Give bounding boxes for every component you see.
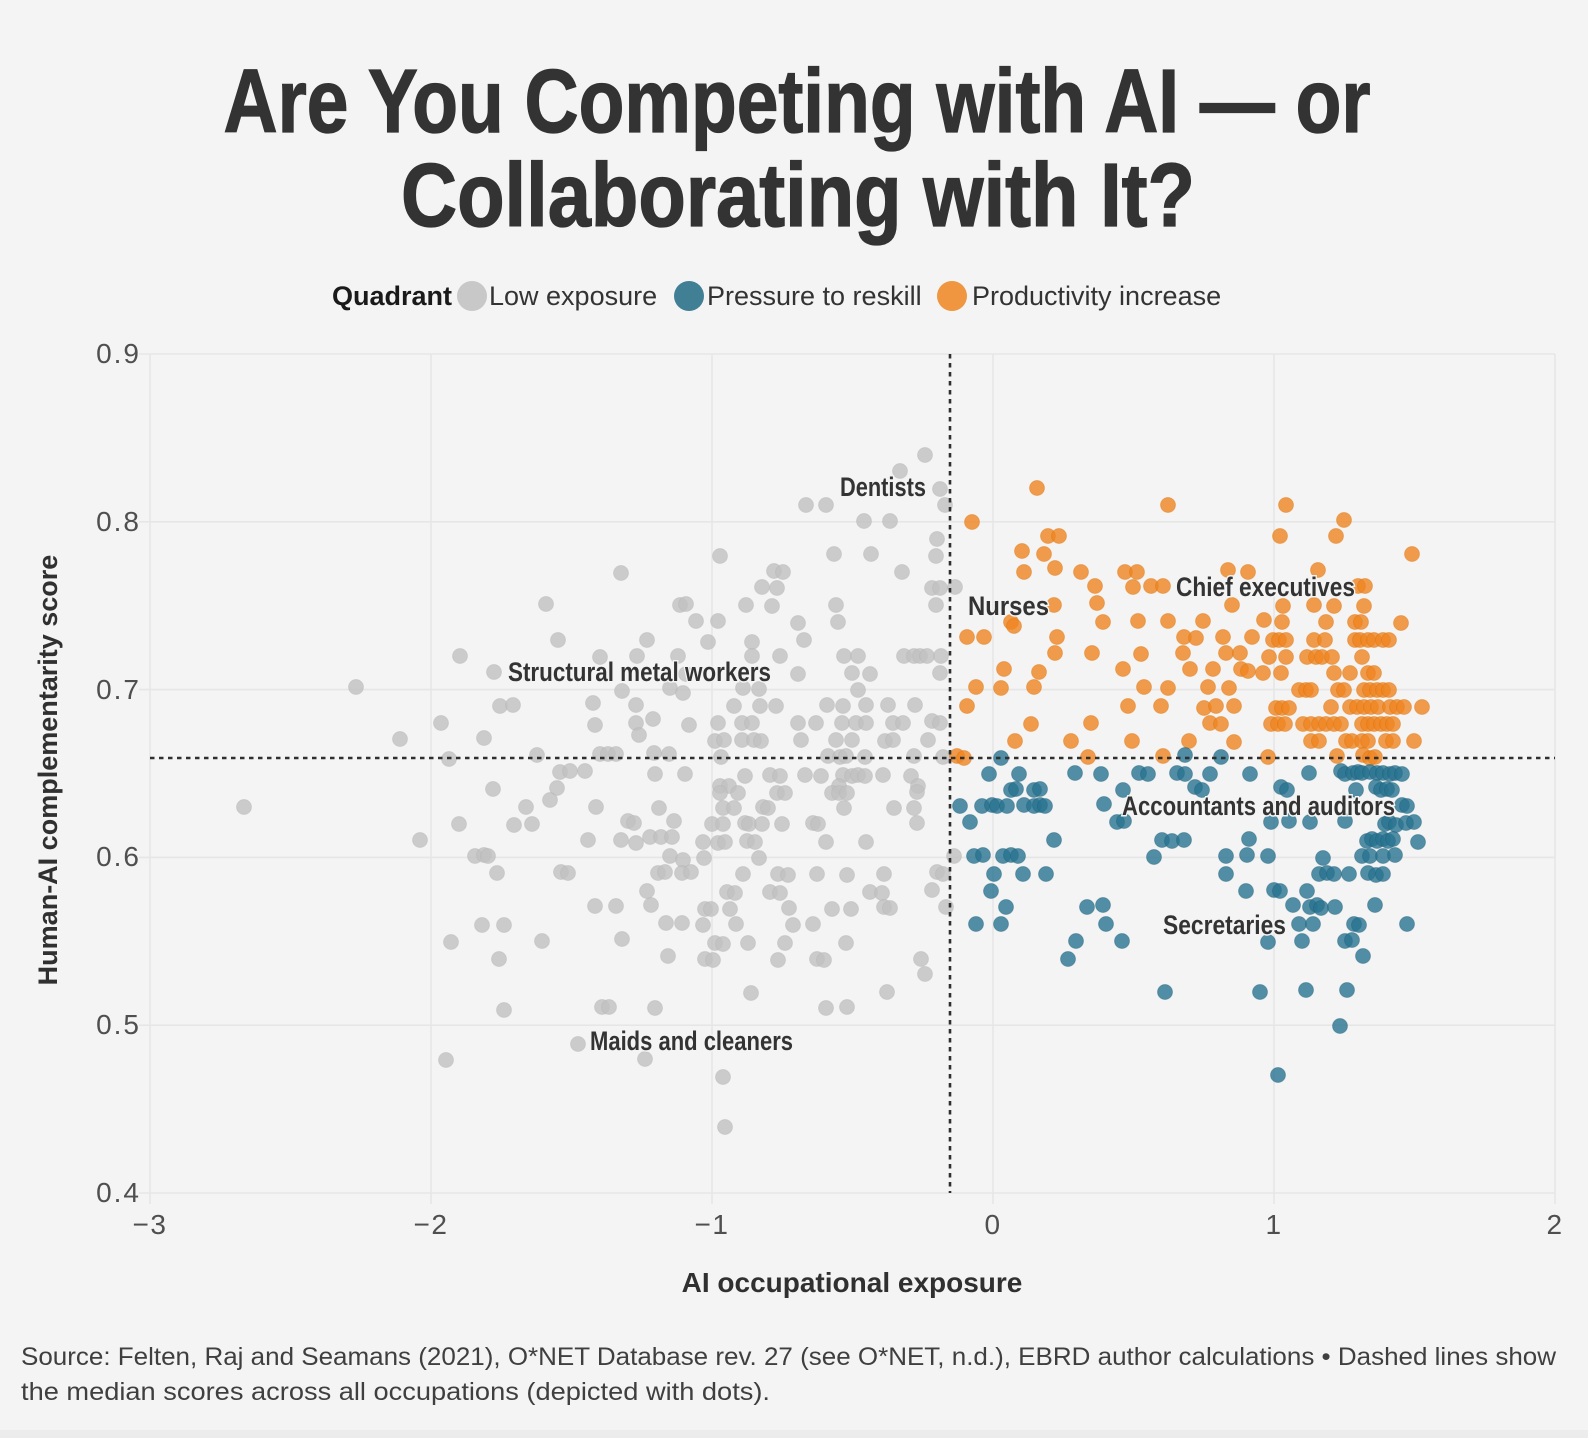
svg-text:0.4: 0.4	[96, 1177, 141, 1208]
svg-text:Quadrant: Quadrant	[332, 281, 452, 311]
svg-text:Nurses: Nurses	[968, 591, 1049, 621]
svg-text:2: 2	[1546, 1209, 1563, 1240]
svg-text:Maids and cleaners: Maids and cleaners	[590, 1026, 793, 1056]
svg-text:Are You Competing with AI — or: Are You Competing with AI — or	[224, 52, 1371, 152]
svg-text:−1: −1	[695, 1209, 730, 1240]
svg-text:Secretaries: Secretaries	[1163, 910, 1286, 940]
svg-text:Chief executives: Chief executives	[1176, 572, 1355, 602]
svg-text:0.9: 0.9	[96, 338, 141, 369]
svg-text:Source: Felten, Raj and Seaman: Source: Felten, Raj and Seamans (2021), …	[21, 1343, 1557, 1371]
svg-text:1: 1	[1265, 1209, 1282, 1240]
svg-text:0.7: 0.7	[96, 674, 141, 705]
svg-text:0.8: 0.8	[96, 506, 141, 537]
svg-text:Accountants and auditors: Accountants and auditors	[1122, 791, 1395, 821]
svg-text:Human-AI complementarity score: Human-AI complementarity score	[33, 555, 63, 986]
svg-text:0: 0	[984, 1209, 1001, 1240]
svg-text:Productivity increase: Productivity increase	[972, 281, 1221, 311]
svg-text:Low exposure: Low exposure	[489, 281, 657, 311]
svg-text:−2: −2	[414, 1209, 449, 1240]
svg-text:−3: −3	[133, 1209, 168, 1240]
svg-text:Structural metal workers: Structural metal workers	[508, 657, 771, 687]
svg-text:0.5: 0.5	[96, 1009, 141, 1040]
svg-text:Collaborating with It?: Collaborating with It?	[401, 146, 1195, 246]
svg-text:0.6: 0.6	[96, 841, 141, 872]
svg-text:AI occupational exposure: AI occupational exposure	[682, 1267, 1023, 1298]
svg-text:Dentists: Dentists	[840, 472, 926, 502]
svg-text:the median scores across all o: the median scores across all occupations…	[21, 1378, 770, 1406]
svg-text:Pressure to reskill: Pressure to reskill	[707, 281, 922, 311]
